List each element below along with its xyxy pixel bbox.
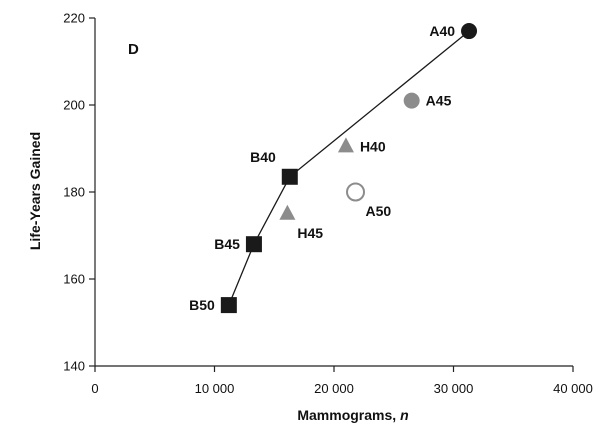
point-b45-marker — [245, 236, 262, 253]
point-label-a45: A45 — [426, 93, 452, 109]
y-tick-label: 220 — [63, 11, 85, 26]
point-b40-marker — [281, 168, 298, 185]
point-label-b45: B45 — [214, 236, 240, 252]
data-points — [220, 23, 478, 314]
y-tick-label: 140 — [63, 359, 85, 374]
frontier-line — [228, 30, 470, 306]
point-a50-marker — [346, 182, 366, 202]
x-axis-title: Mammograms, n — [297, 407, 408, 423]
x-tick-label: 30 000 — [434, 381, 474, 396]
frontier-line-group — [228, 30, 470, 306]
point-label-a40: A40 — [429, 23, 455, 39]
x-tick-label: 40 000 — [553, 381, 593, 396]
x-axis-title-italic: n — [400, 407, 409, 423]
x-tick-label: 10 000 — [195, 381, 235, 396]
point-labels: A40 A45 A50 H40 H45 B40 B45 B50 — [189, 23, 455, 313]
panel-label: D — [128, 41, 139, 58]
point-h40-marker — [337, 137, 354, 153]
y-tick-label: 160 — [63, 272, 85, 287]
x-tick-label: 20 000 — [314, 381, 354, 396]
y-tick-label: 180 — [63, 185, 85, 200]
point-a45-marker — [403, 92, 420, 109]
point-h45-marker — [279, 204, 296, 220]
y-axis-title: Life-Years Gained — [27, 132, 43, 250]
y-tick-label: 200 — [63, 98, 85, 113]
x-axis-title-text: Mammograms, — [297, 407, 400, 423]
point-label-h45: H45 — [297, 225, 323, 241]
point-b50-marker — [220, 297, 237, 314]
point-a40-marker — [461, 23, 478, 40]
point-label-b50: B50 — [189, 297, 215, 313]
point-label-b40: B40 — [250, 149, 276, 165]
axes: 140 160 180 200 220 0 10 000 20 000 30 000 40 000 — [63, 11, 593, 397]
point-label-h40: H40 — [360, 138, 386, 154]
x-tick-label: 0 — [91, 381, 98, 396]
point-label-a50: A50 — [366, 203, 392, 219]
